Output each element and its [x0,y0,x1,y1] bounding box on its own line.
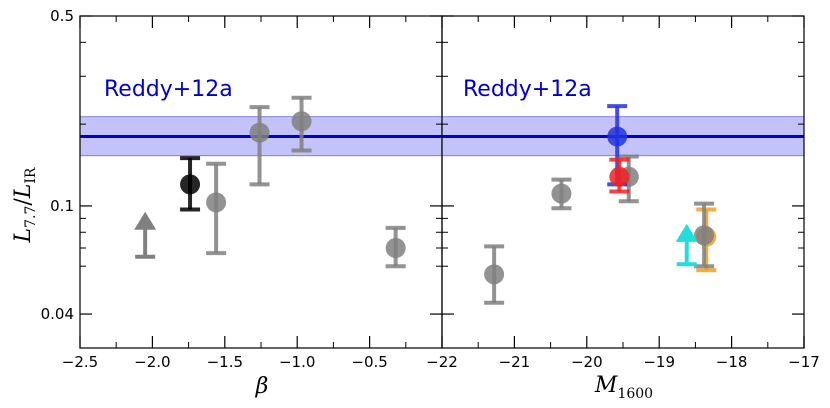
limit-arrow-right [675,223,698,242]
data-point-left [180,174,201,195]
x-tick-label-left: −0.5 [351,353,387,371]
x-axis-label-left-main: β [255,374,269,399]
y-axis-label: L7.7/LIR [11,167,39,243]
y-tick-label: 0.04 [41,305,74,323]
x-axis-label-right: M1600 [594,373,653,402]
x-tick-label-right: −20 [571,353,603,371]
data-point-left [206,192,227,213]
reference-label-right: Reddy+12a [463,77,592,102]
y-axis-label-sub2: IR [23,167,39,184]
x-tick-label-right: −22 [426,353,458,371]
y-axis-label-main2: L [11,184,36,200]
x-tick-label-left: −1.5 [207,353,243,371]
data-point-right [551,183,572,204]
y-axis-label-slash: / [11,198,36,206]
data-point-right [607,126,628,147]
x-tick-label-right: −21 [499,353,531,371]
limit-arrow-left [134,211,157,230]
x-tick-label-right: −17 [788,353,820,371]
reference-label-left: Reddy+12a [104,77,233,102]
data-point-left [249,122,270,143]
x-tick-label-left: −2.5 [62,353,98,371]
y-tick-label: 0.5 [50,7,74,25]
data-point-right [484,264,505,285]
plot-layer: −2.5 −2.0 −1.5 −1.0 −0.5 −22 −21 −20 −19 −18 −17 0.… [41,7,820,371]
y-tick-label: 0.1 [50,197,74,215]
x-tick-label-left: −1.0 [279,353,315,371]
y-axis-label-main: L [11,228,36,244]
x-axis-label-right-sub: 1600 [617,386,653,402]
data-point-left [291,111,312,132]
data-point-right [694,225,715,246]
data-point-left [385,238,406,259]
x-tick-label-left: −2.0 [134,353,170,371]
x-tick-label-right: −18 [716,353,748,371]
x-axis-label-left: β [255,374,269,399]
x-axis-label-right-main: M [594,373,618,398]
data-point-right [609,166,630,187]
x-tick-label-right: −19 [643,353,675,371]
y-axis-label-sub1: 7.7 [23,206,39,228]
